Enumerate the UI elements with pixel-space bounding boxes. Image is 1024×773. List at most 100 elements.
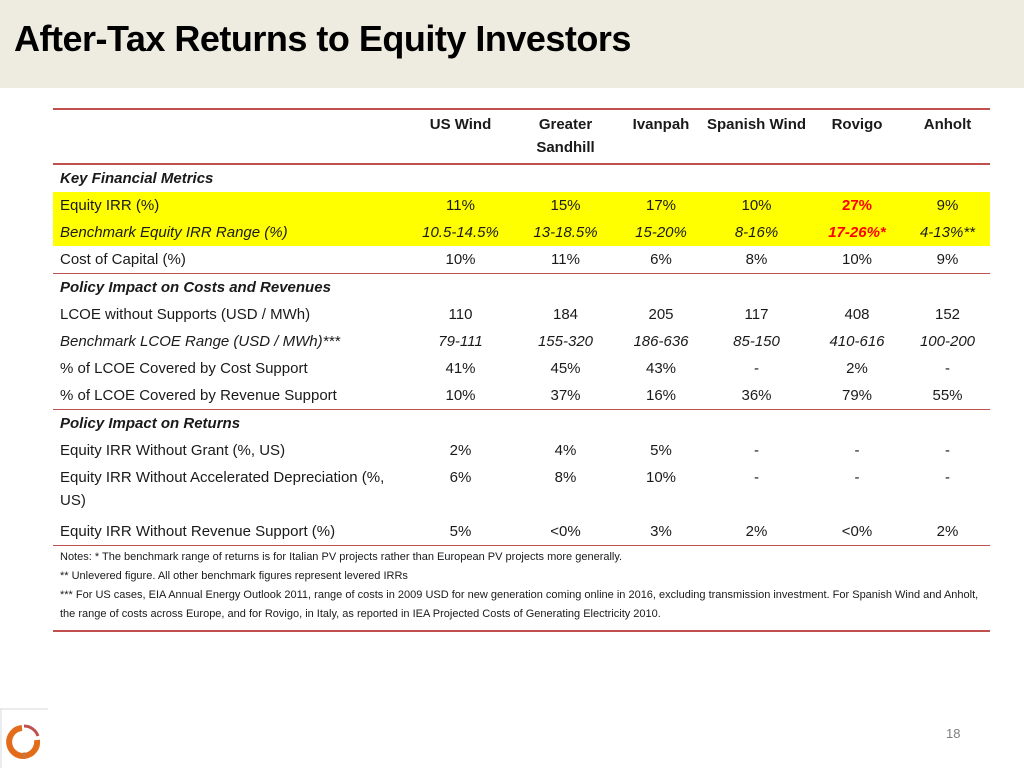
cell-value: 11% bbox=[408, 192, 513, 219]
row-label: % of LCOE Covered by Cost Support bbox=[60, 360, 308, 377]
cell-value: <0% bbox=[550, 523, 581, 540]
cell-value: 45% bbox=[550, 360, 581, 377]
returns-table-container: US Wind Greater Sandhill Ivanpah Spanish… bbox=[53, 108, 990, 632]
page-number: 18 bbox=[946, 726, 961, 741]
cell-value: - bbox=[945, 469, 950, 486]
section-key-financial-metrics: Key Financial Metrics bbox=[53, 164, 990, 192]
cell-value: 6% bbox=[449, 469, 472, 486]
cell-value: 10% bbox=[704, 192, 809, 219]
row-label: Benchmark LCOE Range (USD / MWh)*** bbox=[60, 333, 341, 350]
section-label: Policy Impact on Costs and Revenues bbox=[60, 279, 331, 296]
cell-value: 10% bbox=[809, 246, 905, 274]
cell-value: 2% bbox=[449, 442, 472, 459]
cell-value: 10% bbox=[645, 469, 677, 486]
circle-arc-logo-icon bbox=[0, 708, 48, 768]
cell-value: 3% bbox=[650, 523, 672, 540]
cell-value-emphasis: 27% bbox=[809, 192, 905, 219]
header-blank bbox=[53, 109, 408, 164]
cell-value: 55% bbox=[905, 382, 990, 410]
row-label: Cost of Capital (%) bbox=[53, 246, 408, 274]
row-label: Equity IRR Without Grant (%, US) bbox=[60, 442, 286, 459]
table-row: Benchmark LCOE Range (USD / MWh)*** 79-1… bbox=[53, 328, 990, 355]
cell-value: 79-111 bbox=[438, 333, 483, 350]
table-notes: Notes: * The benchmark range of returns … bbox=[53, 545, 990, 632]
table-row: % of LCOE Covered by Cost Support 41% 45… bbox=[53, 355, 990, 382]
header-rovigo: Rovigo bbox=[831, 116, 883, 133]
cell-value: 13-18.5% bbox=[513, 219, 618, 246]
cell-value: 8% bbox=[554, 469, 577, 486]
table-row: % of LCOE Covered by Revenue Support 10%… bbox=[53, 382, 990, 410]
cell-value: 152 bbox=[934, 306, 961, 323]
header-spanish-wind: Spanish Wind bbox=[706, 116, 807, 133]
table-row: Equity IRR Without Grant (%, US) 2% 4% 5… bbox=[53, 437, 990, 464]
row-label: Equity IRR Without Revenue Support (%) bbox=[60, 523, 336, 540]
cell-value: - bbox=[854, 442, 860, 459]
cell-value: 85-150 bbox=[733, 333, 780, 350]
cell-value: 16% bbox=[618, 382, 704, 410]
table-row: Cost of Capital (%) 10% 11% 6% 8% 10% 9% bbox=[53, 246, 990, 274]
cell-value: 110 bbox=[448, 306, 473, 323]
table-header-row: US Wind Greater Sandhill Ivanpah Spanish… bbox=[53, 109, 990, 164]
cell-value: - bbox=[754, 360, 759, 377]
cell-value: 9% bbox=[905, 192, 990, 219]
title-band: After-Tax Returns to Equity Investors bbox=[0, 0, 1024, 88]
cell-value: 36% bbox=[704, 382, 809, 410]
cell-value: 184 bbox=[552, 306, 579, 323]
row-label: LCOE without Supports (USD / MWh) bbox=[60, 306, 311, 323]
section-policy-returns: Policy Impact on Returns bbox=[53, 410, 990, 438]
cell-value: 41% bbox=[445, 360, 476, 377]
cell-value: 2% bbox=[846, 360, 868, 377]
section-label: Policy Impact on Returns bbox=[60, 415, 241, 432]
cell-value: 5% bbox=[650, 442, 672, 459]
cell-value: 2% bbox=[936, 523, 959, 540]
cell-value: 8% bbox=[704, 246, 809, 274]
cell-value: 186-636 bbox=[633, 333, 689, 350]
section-label: Key Financial Metrics bbox=[60, 170, 214, 187]
cell-value: <0% bbox=[841, 523, 873, 540]
header-ivanpah: Ivanpah bbox=[632, 116, 690, 133]
cell-value: 10% bbox=[408, 246, 513, 274]
cell-value: - bbox=[854, 469, 860, 486]
cell-value: 4-13%** bbox=[905, 219, 990, 246]
logo-graphic bbox=[0, 708, 48, 768]
row-label: Equity IRR Without Accelerated Depreciat… bbox=[60, 469, 385, 509]
row-label: % of LCOE Covered by Revenue Support bbox=[53, 382, 408, 410]
table-row: Equity IRR Without Revenue Support (%) 5… bbox=[53, 518, 990, 545]
table-row: LCOE without Supports (USD / MWh) 110 18… bbox=[53, 301, 990, 328]
cell-value: 205 bbox=[648, 306, 674, 323]
cell-value: 11% bbox=[513, 246, 618, 274]
header-anholt: Anholt bbox=[923, 116, 972, 133]
returns-table: US Wind Greater Sandhill Ivanpah Spanish… bbox=[53, 108, 990, 545]
cell-value: 37% bbox=[513, 382, 618, 410]
cell-value: 8-16% bbox=[704, 219, 809, 246]
cell-value: 2% bbox=[745, 523, 768, 540]
section-policy-costs-revenues: Policy Impact on Costs and Revenues bbox=[53, 274, 990, 302]
cell-value: - bbox=[754, 442, 759, 459]
cell-value: 155-320 bbox=[537, 333, 594, 350]
cell-value: - bbox=[945, 360, 950, 377]
cell-value: 43% bbox=[645, 360, 677, 377]
cell-value: 15% bbox=[513, 192, 618, 219]
cell-value: 6% bbox=[618, 246, 704, 274]
cell-value: 4% bbox=[554, 442, 577, 459]
note-line: *** For US cases, EIA Annual Energy Outl… bbox=[60, 589, 979, 620]
cell-value: 15-20% bbox=[618, 219, 704, 246]
cell-value: 410-616 bbox=[829, 333, 885, 350]
cell-value: - bbox=[945, 442, 950, 459]
cell-value: 9% bbox=[905, 246, 990, 274]
note-line: Notes: * The benchmark range of returns … bbox=[60, 551, 623, 563]
cell-value: 10.5-14.5% bbox=[408, 219, 513, 246]
note-line: ** Unlevered figure. All other benchmark… bbox=[60, 570, 408, 582]
row-label: Benchmark Equity IRR Range (%) bbox=[53, 219, 408, 246]
cell-value: 79% bbox=[809, 382, 905, 410]
row-label: Equity IRR (%) bbox=[53, 192, 408, 219]
cell-value: 17% bbox=[618, 192, 704, 219]
header-greater-sandhill: Greater Sandhill bbox=[536, 116, 595, 156]
table-row: Equity IRR Without Accelerated Depreciat… bbox=[53, 464, 990, 518]
slide-title: After-Tax Returns to Equity Investors bbox=[14, 18, 631, 59]
table-row: Benchmark Equity IRR Range (%) 10.5-14.5… bbox=[53, 219, 990, 246]
cell-value: - bbox=[754, 469, 759, 486]
cell-value: 10% bbox=[408, 382, 513, 410]
cell-value: 100-200 bbox=[919, 333, 976, 350]
cell-value: 117 bbox=[744, 306, 769, 323]
